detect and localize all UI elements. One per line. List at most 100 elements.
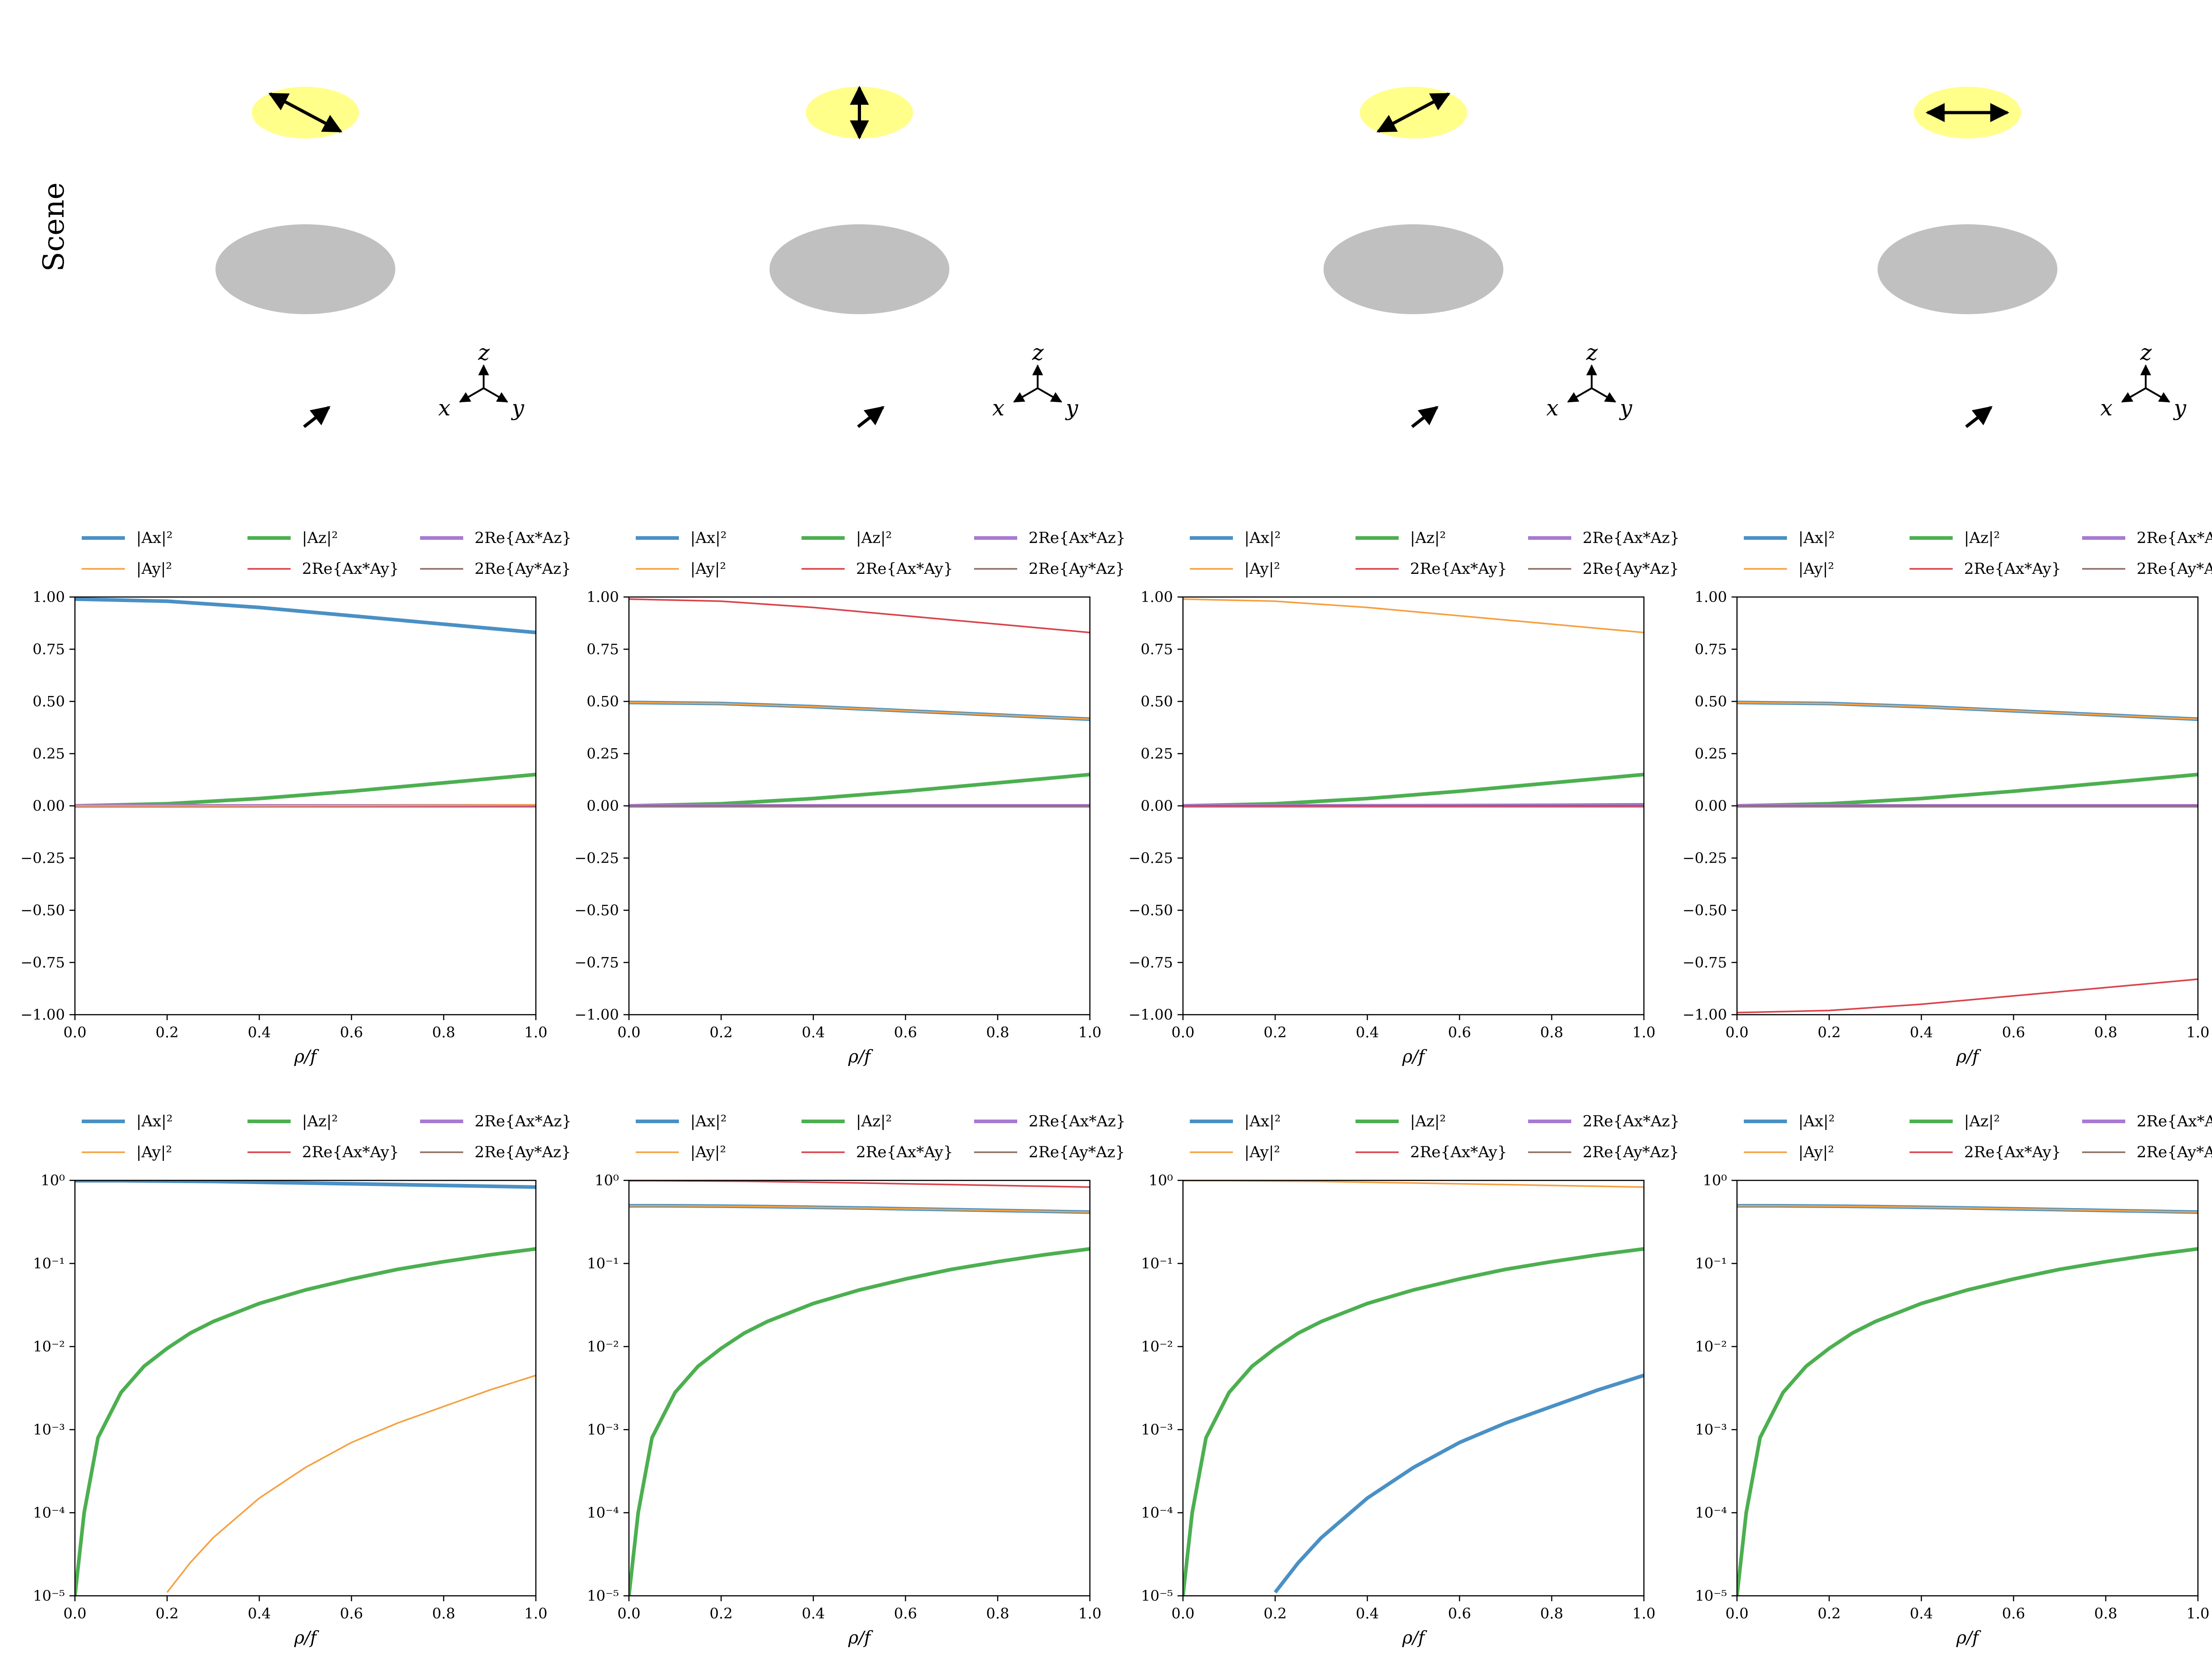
legend-label-Ay2: |Ay|² xyxy=(1244,560,1280,578)
chart-panel: 0.0 0.2 0.4 0.6 0.8 1.0 10⁰ 10⁻¹ 10⁻² 10⁻³ 10⁻⁴ 10⁻… xyxy=(1695,1112,2212,1648)
x-tick-label: 1.0 xyxy=(525,1024,548,1041)
legend-label-Az2: |Az|² xyxy=(1964,529,2000,547)
legend-label-ReAxAz: 2Re{Ax*Az} xyxy=(475,1112,572,1130)
legend-label-Az2: |Az|² xyxy=(1410,529,1446,547)
legend-label-ReAxAz: 2Re{Ax*Az} xyxy=(2137,529,2212,547)
y-axis-arrow xyxy=(1037,387,1063,403)
series-line-Az2 xyxy=(1737,773,2198,808)
propagation-arrow xyxy=(303,406,331,428)
x-tick-label: 0.0 xyxy=(618,1605,641,1622)
y-tick-label: −0.50 xyxy=(1683,902,1727,919)
series-line-Az2 xyxy=(75,1247,536,1596)
scene-row: z x y z x y z x y z x y xyxy=(215,85,2187,428)
axes-triad: z x y xyxy=(992,340,1079,421)
y-tick-label: −0.75 xyxy=(1128,954,1173,971)
scene-panel: z x y xyxy=(769,85,1079,428)
y-tick-label: 10⁻⁴ xyxy=(587,1504,619,1521)
legend-label-ReAxAy: 2Re{Ax*Ay} xyxy=(1964,560,2061,578)
y-tick-label: 10⁻³ xyxy=(587,1421,619,1438)
legend: |Ax|² |Az|² 2Re{Ax*Az} |Ay|² 2Re{Ax*Ay} 2Re{A… xyxy=(1744,1112,2212,1161)
series-line-ReAxAy xyxy=(629,598,1090,633)
y-tick-label: −0.75 xyxy=(1683,954,1727,971)
series-line-Az2 xyxy=(75,773,536,808)
y-tick-label: −0.25 xyxy=(1683,849,1727,867)
y-tick-label: 10⁻⁴ xyxy=(1141,1504,1173,1521)
x-axis-label: ρ/f xyxy=(1402,1628,1427,1648)
series-group xyxy=(629,1180,1090,1596)
x-tick-label: 0.8 xyxy=(2094,1605,2118,1622)
x-tick-label: 0.0 xyxy=(64,1605,87,1622)
x-tick-label: 0.4 xyxy=(802,1024,825,1041)
y-tick-label: 0.50 xyxy=(1141,693,1173,710)
y-tick-label: 10⁻⁴ xyxy=(1695,1504,1727,1521)
legend-label-Ax2: |Ax|² xyxy=(136,529,173,547)
z-axis-label: z xyxy=(2140,340,2152,365)
chart-panel: 0.0 0.2 0.4 0.6 0.8 1.0 1.00 0.75 0.50 0.25 0.00 −0… xyxy=(20,529,572,1066)
legend-label-Ax2: |Ax|² xyxy=(1798,529,1835,547)
y-tick-label: 0.75 xyxy=(1695,641,1727,658)
propagation-arrow xyxy=(1965,406,1993,428)
series-line-Ax2 xyxy=(1273,1373,1644,1594)
x-axis-arrow xyxy=(1013,387,1038,403)
z-axis-label: z xyxy=(1586,340,1598,365)
y-tick-label: −0.50 xyxy=(574,902,619,919)
y-tick-label: 1.00 xyxy=(33,588,65,606)
x-axis-label: x xyxy=(1546,395,1559,421)
legend-label-ReAxAz: 2Re{Ax*Az} xyxy=(1583,1112,1680,1130)
scene-row-label: Scene xyxy=(37,183,71,272)
plot-frame xyxy=(74,1179,537,1597)
x-axis-label: ρ/f xyxy=(294,1628,319,1648)
legend: |Ax|² |Az|² 2Re{Ax*Az} |Ay|² 2Re{Ax*Ay} 2Re{A… xyxy=(1744,529,2212,578)
x-axis-label: ρ/f xyxy=(294,1046,319,1066)
x-tick-label: 0.4 xyxy=(1910,1605,1933,1622)
legend-label-ReAxAy: 2Re{Ax*Ay} xyxy=(1410,560,1507,578)
legend-label-ReAxAz: 2Re{Ax*Az} xyxy=(2137,1112,2212,1130)
series-line-Ay2 xyxy=(166,1374,536,1593)
x-tick-label: 0.4 xyxy=(1356,1024,1379,1041)
series-line-Ax2 xyxy=(75,597,536,635)
polarization-arrow xyxy=(1376,92,1450,133)
chart-panel: 0.0 0.2 0.4 0.6 0.8 1.0 10⁰ 10⁻¹ 10⁻² 10⁻³ 10⁻⁴ 10⁻… xyxy=(1141,1112,1680,1648)
x-tick-label: 1.0 xyxy=(2187,1605,2210,1622)
x-axis-arrow xyxy=(459,387,484,403)
legend-label-Az2: |Az|² xyxy=(302,529,338,547)
legend-label-Az2: |Az|² xyxy=(856,529,892,547)
x-tick-label: 1.0 xyxy=(2187,1024,2210,1041)
x-tick-label: 0.8 xyxy=(1540,1024,1564,1041)
series-line-Ay2 xyxy=(75,804,536,807)
legend-label-Az2: |Az|² xyxy=(302,1112,338,1130)
series-group xyxy=(75,1180,536,1596)
series-line-Ay2 xyxy=(1183,1180,1644,1188)
legend-label-ReAyAz: 2Re{Ay*Az} xyxy=(475,1143,571,1161)
legend-label-ReAxAy: 2Re{Ax*Ay} xyxy=(302,1143,399,1161)
x-tick-label: 0.6 xyxy=(1448,1605,1471,1622)
y-axis-arrow xyxy=(483,387,509,403)
y-tick-label: 0.00 xyxy=(33,797,65,814)
y-tick-label: 10⁻¹ xyxy=(587,1255,619,1272)
x-tick-label: 0.8 xyxy=(432,1024,455,1041)
x-tick-label: 0.0 xyxy=(618,1024,641,1041)
legend-label-Ax2: |Ax|² xyxy=(690,529,727,547)
x-tick-label: 0.2 xyxy=(1818,1024,1841,1041)
y-tick-label: 0.25 xyxy=(1695,745,1727,762)
legend-label-ReAyAz: 2Re{Ay*Az} xyxy=(2137,1143,2212,1161)
series-group xyxy=(1737,701,2198,1014)
x-tick-label: 0.2 xyxy=(710,1024,733,1041)
y-axis-label: y xyxy=(2173,395,2187,421)
plot-frame xyxy=(1182,1179,1645,1597)
x-tick-label: 0.6 xyxy=(894,1605,917,1622)
y-tick-label: −1.00 xyxy=(1683,1006,1727,1023)
x-tick-label: 0.2 xyxy=(1264,1024,1287,1041)
legend-label-ReAxAy: 2Re{Ax*Ay} xyxy=(1410,1143,1507,1161)
x-tick-label: 1.0 xyxy=(1633,1605,1656,1622)
y-tick-label: 10⁻⁵ xyxy=(1141,1587,1173,1604)
series-line-Az2 xyxy=(629,1247,1090,1596)
chart-panel: 0.0 0.2 0.4 0.6 0.8 1.0 1.00 0.75 0.50 0.25 0.00 −0… xyxy=(1128,529,1680,1066)
y-tick-label: 0.00 xyxy=(1695,797,1727,814)
y-tick-label: 0.50 xyxy=(587,693,619,710)
x-axis-label: x xyxy=(438,395,450,421)
y-tick-label: 10⁻² xyxy=(33,1338,65,1355)
y-tick-label: 10⁻¹ xyxy=(33,1255,65,1272)
y-tick-label: 10⁻² xyxy=(1141,1338,1173,1355)
